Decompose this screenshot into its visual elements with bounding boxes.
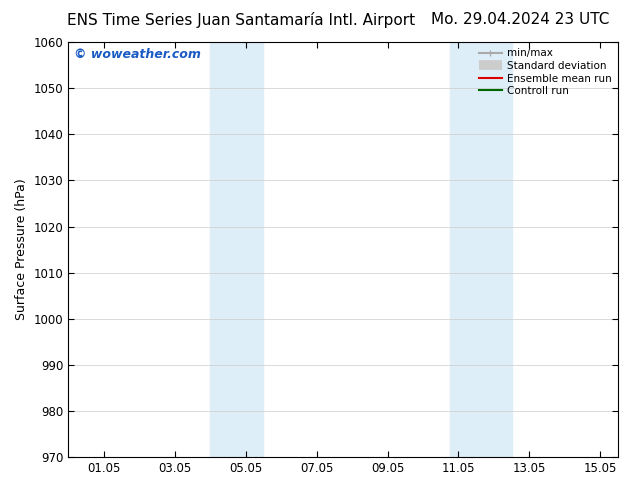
Y-axis label: Surface Pressure (hPa): Surface Pressure (hPa) xyxy=(15,179,28,320)
Text: © woweather.com: © woweather.com xyxy=(74,49,200,61)
Legend: min/max, Standard deviation, Ensemble mean run, Controll run: min/max, Standard deviation, Ensemble me… xyxy=(476,45,615,99)
Bar xyxy=(450,42,512,457)
Text: Mo. 29.04.2024 23 UTC: Mo. 29.04.2024 23 UTC xyxy=(430,12,609,27)
Text: ENS Time Series Juan Santamaría Intl. Airport: ENS Time Series Juan Santamaría Intl. Ai… xyxy=(67,12,415,28)
Bar xyxy=(210,42,263,457)
